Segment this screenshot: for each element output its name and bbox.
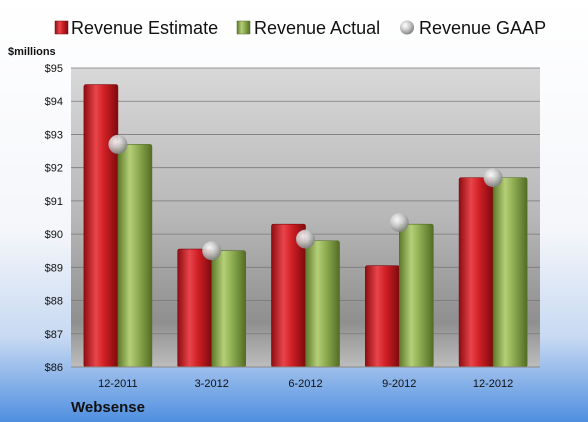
bars bbox=[83, 84, 528, 368]
y-tick-label: $87 bbox=[45, 329, 63, 341]
marker-revenue-gaap bbox=[296, 229, 315, 249]
marker-revenue-gaap bbox=[483, 168, 503, 188]
x-tick-label: 12-2011 bbox=[98, 378, 138, 390]
y-axis-unit-label: $millions bbox=[8, 46, 56, 58]
x-tick-label: 6-2012 bbox=[288, 378, 322, 390]
x-tick-label: 9-2012 bbox=[382, 378, 416, 390]
bar-revenue-estimate bbox=[458, 177, 494, 368]
y-tick-label: $95 bbox=[45, 63, 63, 75]
marker-revenue-gaap bbox=[389, 212, 409, 232]
bar-revenue-actual bbox=[492, 177, 528, 368]
company-name: Websense bbox=[71, 399, 145, 416]
bar-revenue-actual bbox=[117, 144, 153, 368]
bar-revenue-actual bbox=[211, 250, 246, 368]
legend-swatch-revenue-actual bbox=[236, 20, 251, 35]
x-tick-label: 12-2012 bbox=[473, 378, 513, 390]
legend-swatch-revenue-gaap bbox=[400, 20, 414, 35]
bar-revenue-estimate bbox=[177, 248, 212, 368]
legend-item-revenue-gaap: Revenue GAAP bbox=[400, 18, 546, 38]
gaap-markers bbox=[108, 134, 503, 261]
marker-revenue-gaap bbox=[108, 134, 128, 154]
y-axis-ticks: $86 $87 $88 $89 $90 $91 $92 $93 $94 $95 bbox=[45, 63, 63, 374]
legend-item-revenue-actual: Revenue Actual bbox=[236, 18, 380, 38]
legend-label-revenue-gaap: Revenue GAAP bbox=[419, 18, 546, 38]
marker-revenue-gaap bbox=[202, 241, 222, 261]
y-tick-label: $91 bbox=[45, 196, 63, 208]
y-tick-label: $90 bbox=[45, 229, 63, 241]
y-tick-label: $86 bbox=[45, 362, 63, 374]
y-tick-label: $92 bbox=[45, 163, 63, 175]
y-tick-label: $94 bbox=[45, 96, 63, 108]
legend-item-revenue-estimate: Revenue Estimate bbox=[54, 18, 218, 38]
x-axis-ticks: 12-2011 3-2012 6-2012 9-2012 12-2012 bbox=[98, 378, 513, 390]
y-tick-label: $89 bbox=[45, 262, 63, 274]
bar-revenue-actual bbox=[398, 223, 434, 368]
bar-revenue-estimate bbox=[364, 265, 400, 368]
x-tick-label: 3-2012 bbox=[195, 378, 229, 390]
y-tick-label: $93 bbox=[45, 129, 63, 141]
legend: Revenue Estimate Revenue Actual Revenue … bbox=[54, 18, 546, 38]
legend-label-revenue-actual: Revenue Actual bbox=[254, 18, 380, 38]
bar-revenue-actual bbox=[305, 240, 340, 368]
legend-swatch-revenue-estimate bbox=[54, 20, 69, 35]
bar-revenue-estimate bbox=[83, 84, 119, 368]
y-tick-label: $88 bbox=[45, 296, 63, 308]
legend-label-revenue-estimate: Revenue Estimate bbox=[71, 18, 218, 38]
